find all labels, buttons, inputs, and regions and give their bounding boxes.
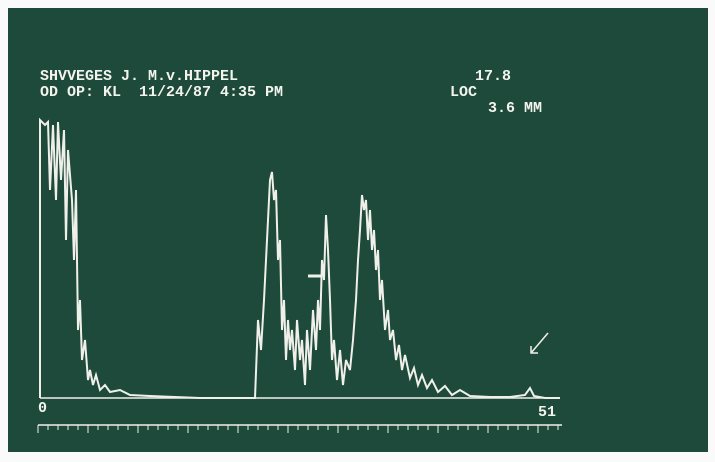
scale-end: 51 [538,404,556,421]
loc-value: 3.6 MM [488,100,542,117]
patient-name: SHVVEGES J. M.v.HIPPEL [40,68,238,85]
page: SHVVEGES J. M.v.HIPPEL 17.8 OD OP: KL 11… [0,0,715,462]
reading: 17.8 [475,68,511,85]
session-info: OD OP: KL 11/24/87 4:35 PM [40,84,283,101]
screen: SHVVEGES J. M.v.HIPPEL 17.8 OD OP: KL 11… [0,0,715,462]
loc-label: LOC [450,84,477,101]
scale-start: 0 [38,400,47,417]
